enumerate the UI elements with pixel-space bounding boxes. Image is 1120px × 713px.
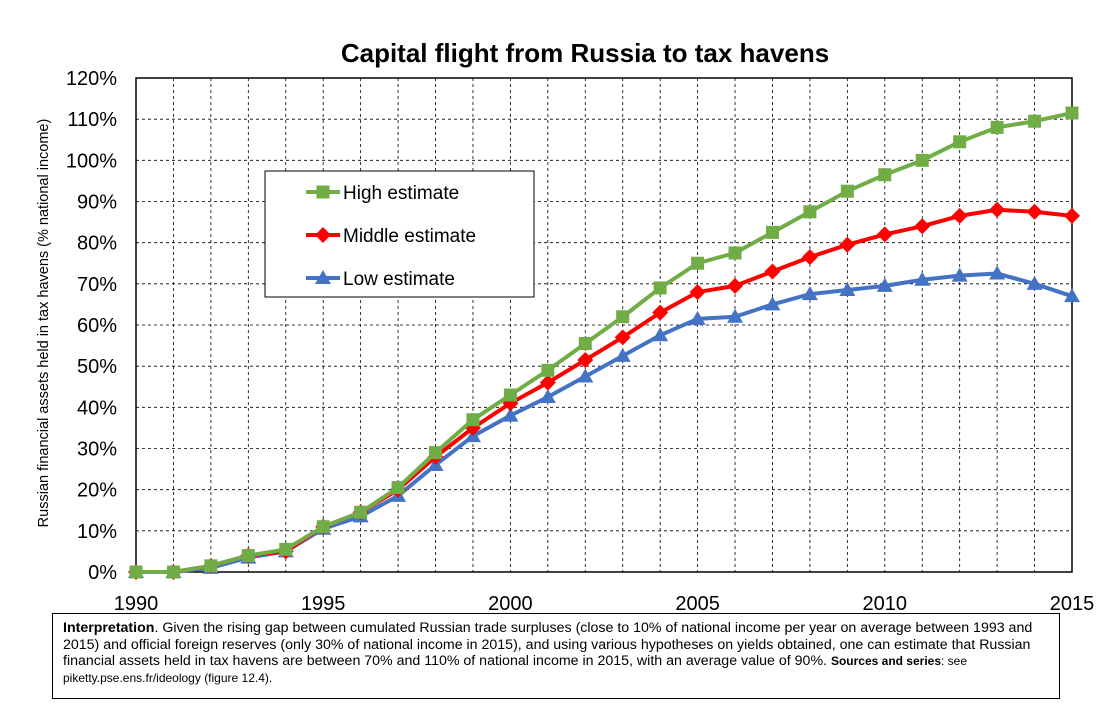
sources-label: Sources and series xyxy=(830,654,942,669)
legend-label-middle-estimate: Middle estimate xyxy=(343,226,476,247)
y-tick-label: 40% xyxy=(77,397,117,419)
data-point-middle-estimate xyxy=(652,304,669,321)
data-point-high-estimate xyxy=(653,281,667,295)
legend-swatch-marker xyxy=(315,270,331,284)
x-tick-label: 2005 xyxy=(675,593,720,615)
data-point-high-estimate xyxy=(541,363,555,377)
data-point-low-estimate xyxy=(614,347,631,362)
data-point-high-estimate xyxy=(503,388,517,402)
data-point-middle-estimate xyxy=(614,329,631,346)
data-point-middle-estimate xyxy=(989,201,1006,218)
legend-swatch-marker xyxy=(315,227,331,243)
gridlines xyxy=(136,78,1072,572)
legend: High estimate Middle estimate Low estimate xyxy=(264,170,535,298)
data-point-high-estimate xyxy=(803,205,817,219)
data-point-low-estimate xyxy=(876,277,893,292)
y-tick-label: 90% xyxy=(77,192,117,214)
data-point-low-estimate xyxy=(539,389,556,404)
chart-title: Capital flight from Russia to tax havens xyxy=(341,38,829,68)
data-point-middle-estimate xyxy=(876,226,893,243)
series-line-low-estimate xyxy=(136,271,1073,574)
y-tick-label: 100% xyxy=(66,150,117,172)
data-point-high-estimate xyxy=(1065,106,1079,120)
data-point-middle-estimate xyxy=(689,284,706,301)
data-point-low-estimate xyxy=(652,327,669,342)
x-tick-label: 2010 xyxy=(863,593,908,615)
data-point-high-estimate xyxy=(354,505,368,519)
legend-label-high-estimate: High estimate xyxy=(343,183,459,204)
data-point-high-estimate xyxy=(279,542,293,556)
data-point-middle-estimate xyxy=(1064,207,1080,224)
legend-label-low-estimate: Low estimate xyxy=(343,269,455,290)
data-point-middle-estimate xyxy=(727,277,744,294)
x-tick-label: 1995 xyxy=(301,593,346,615)
interpretation-note: Interpretation. Given the rising gap bet… xyxy=(52,613,1060,699)
plot-area-frame xyxy=(135,77,1073,573)
x-tick-label: 2000 xyxy=(488,593,533,615)
data-point-high-estimate xyxy=(953,135,967,149)
y-tick-label: 0% xyxy=(88,562,117,584)
x-tick-label: 1990 xyxy=(114,593,159,615)
data-point-high-estimate xyxy=(129,565,143,579)
data-point-low-estimate xyxy=(764,296,781,311)
y-tick-label: 10% xyxy=(77,521,117,543)
series-layer xyxy=(128,106,1080,580)
data-point-low-estimate xyxy=(951,267,968,282)
data-point-low-estimate xyxy=(914,271,931,286)
data-point-low-estimate xyxy=(727,308,744,323)
data-point-high-estimate xyxy=(878,168,892,182)
data-point-high-estimate xyxy=(578,337,592,351)
y-tick-label: 20% xyxy=(77,480,117,502)
data-point-middle-estimate xyxy=(951,207,968,224)
legend-swatch-marker xyxy=(316,185,330,199)
y-tick-label: 30% xyxy=(77,439,117,461)
data-point-low-estimate xyxy=(839,282,856,297)
data-point-low-estimate xyxy=(577,368,594,383)
data-point-high-estimate xyxy=(915,153,929,167)
data-point-high-estimate xyxy=(691,256,705,270)
data-point-middle-estimate xyxy=(577,351,594,368)
data-point-high-estimate xyxy=(728,246,742,260)
y-tick-label: 120% xyxy=(66,68,117,90)
y-tick-label: 80% xyxy=(77,233,117,255)
y-tick-label: 70% xyxy=(77,274,117,296)
data-point-middle-estimate xyxy=(1026,203,1043,220)
interpretation-text: . Given the rising gap between cumulated… xyxy=(63,620,1033,670)
data-point-high-estimate xyxy=(466,413,480,427)
data-point-high-estimate xyxy=(204,559,218,573)
data-point-low-estimate xyxy=(1026,275,1043,290)
data-point-high-estimate xyxy=(166,565,180,579)
data-point-low-estimate xyxy=(689,310,706,325)
data-point-middle-estimate xyxy=(914,218,931,235)
y-tick-label: 50% xyxy=(77,356,117,378)
data-point-middle-estimate xyxy=(801,249,818,266)
y-tick-label: 110% xyxy=(67,109,117,131)
data-point-middle-estimate xyxy=(839,236,856,253)
data-point-high-estimate xyxy=(316,520,330,534)
data-point-high-estimate xyxy=(990,120,1004,134)
data-point-low-estimate xyxy=(989,265,1006,280)
data-point-middle-estimate xyxy=(764,263,781,280)
data-point-low-estimate xyxy=(502,407,519,422)
series-high-estimate xyxy=(129,106,1079,579)
data-point-middle-estimate xyxy=(539,374,556,391)
axis-ticks: 0% 10% 20% 30% 40% 50% 60% 70% 80% 90% 100% 110% 120… xyxy=(66,68,1094,615)
interpretation-label: Interpretation xyxy=(63,620,155,636)
data-point-high-estimate xyxy=(241,549,255,563)
data-point-high-estimate xyxy=(616,310,630,324)
sources-text: : see piketty.pse.ens.fr/ideology (figur… xyxy=(63,654,968,685)
data-point-low-estimate xyxy=(801,286,818,301)
data-point-high-estimate xyxy=(840,184,854,198)
data-point-high-estimate xyxy=(429,446,443,460)
x-tick-label: 2015 xyxy=(1050,593,1095,615)
data-point-high-estimate xyxy=(1028,114,1042,128)
data-point-high-estimate xyxy=(391,481,405,495)
y-axis-label: Russian financial assets held in tax hav… xyxy=(36,119,52,528)
data-point-high-estimate xyxy=(765,225,779,239)
y-tick-label: 60% xyxy=(77,315,117,337)
data-point-low-estimate xyxy=(1064,288,1080,303)
